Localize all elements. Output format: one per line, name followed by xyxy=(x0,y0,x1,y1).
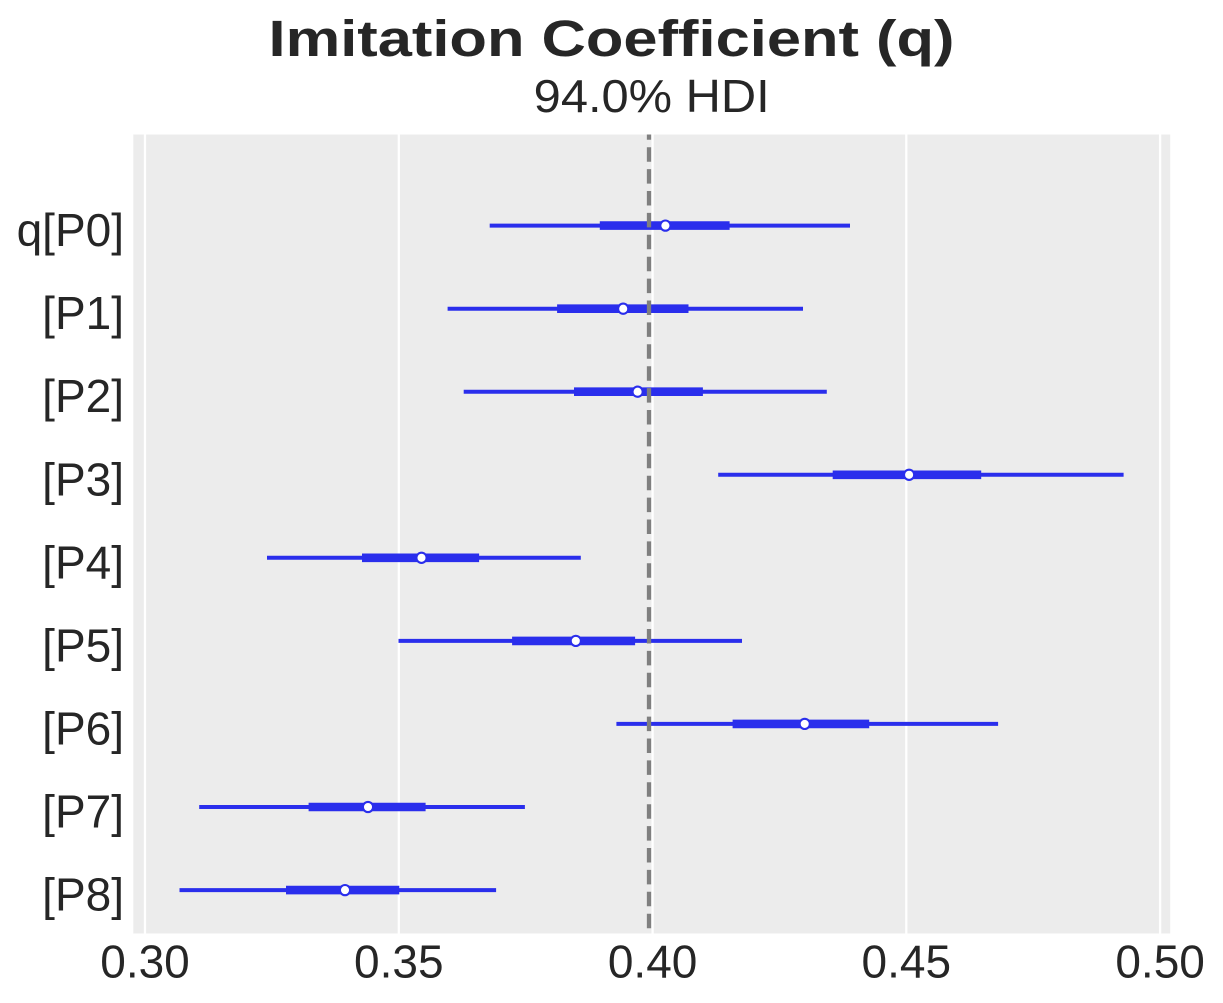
svg-text:0.40: 0.40 xyxy=(608,936,698,988)
svg-text:94.0% HDI: 94.0% HDI xyxy=(534,70,770,122)
svg-text:[P2]: [P2] xyxy=(42,370,124,422)
svg-text:Imitation Coefficient (q): Imitation Coefficient (q) xyxy=(269,9,955,67)
svg-text:[P6]: [P6] xyxy=(42,702,124,754)
svg-text:[P3]: [P3] xyxy=(42,453,124,505)
svg-text:q[P0]: q[P0] xyxy=(17,204,124,256)
svg-text:0.50: 0.50 xyxy=(1115,936,1205,988)
svg-text:[P8]: [P8] xyxy=(42,869,124,921)
svg-text:[P5]: [P5] xyxy=(42,619,124,671)
svg-text:0.30: 0.30 xyxy=(100,936,190,988)
svg-text:[P7]: [P7] xyxy=(42,786,124,838)
svg-text:[P4]: [P4] xyxy=(42,536,124,588)
svg-text:0.45: 0.45 xyxy=(862,936,952,988)
svg-text:[P1]: [P1] xyxy=(42,287,124,339)
svg-text:0.35: 0.35 xyxy=(354,936,444,988)
